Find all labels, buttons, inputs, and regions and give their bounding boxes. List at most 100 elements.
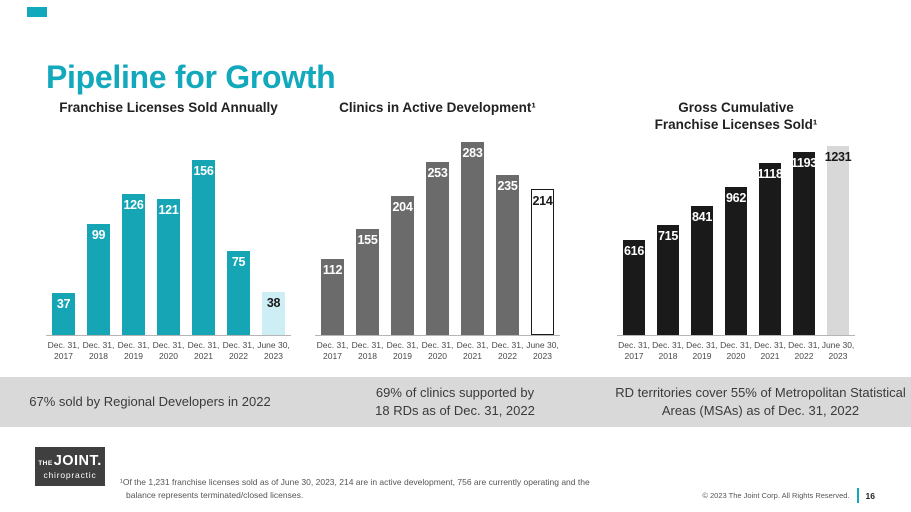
bar: 1193 <box>791 152 817 335</box>
x-axis-label: Dec. 31, 2019 <box>386 340 419 362</box>
x-axis-label: Dec. 31, 2019 <box>686 340 718 362</box>
bar-cell: 37 <box>46 95 81 335</box>
chart-x-axis: Dec. 31, 2017 Dec. 31, 2018 Dec. 31, 2019 D… <box>617 336 855 362</box>
bar-value-label: 126 <box>123 198 144 212</box>
bar: 235 <box>496 175 519 335</box>
chart-plot-area: 616 715 841 962 1118 1193 1231 <box>617 95 855 336</box>
callout-regional-developers: 67% sold by Regional Developers in 2022 <box>29 393 271 409</box>
bar-cell: 253 <box>420 95 455 335</box>
bar-value-label: 235 <box>497 179 518 193</box>
x-axis-label: Dec. 31, 2017 <box>47 340 80 362</box>
bar-cell: 1193 <box>787 95 821 335</box>
bar-value-label: 283 <box>462 146 483 160</box>
bar: 204 <box>391 196 414 335</box>
bar-cell: 75 <box>221 95 256 335</box>
bar: 1118 <box>757 163 783 335</box>
bar: 962 <box>725 187 747 335</box>
chart-title: Clinics in Active Development¹ <box>339 100 536 115</box>
chart-x-axis: Dec. 31, 2017 Dec. 31, 2018 Dec. 31, 2019 D… <box>315 336 560 362</box>
x-axis-label: June 30, 2023 <box>526 340 559 362</box>
bar-cell: 155 <box>350 95 385 335</box>
bar-cell: 99 <box>81 95 116 335</box>
copyright-text: © 2023 The Joint Corp. All Rights Reserv… <box>702 491 850 500</box>
logo-the: THE <box>38 460 53 467</box>
chart-plot-area: 37 99 126 121 156 75 38 <box>46 95 291 336</box>
logo-tagline: chiropractic <box>43 469 97 480</box>
bar-value-label: 1118 <box>757 167 783 181</box>
x-axis-label: Dec. 31, 2019 <box>117 340 150 362</box>
chart-clinics-in-active-development: Clinics in Active Development¹ 112 155 204… <box>315 95 560 362</box>
bar: 616 <box>623 240 645 335</box>
x-axis-label: Dec. 31, 2017 <box>618 340 650 362</box>
bar-cell: 715 <box>651 95 685 335</box>
bar-value-label: 155 <box>357 233 378 247</box>
bar-value-label: 38 <box>266 296 281 310</box>
bar: 75 <box>227 251 250 335</box>
chart-franchise-licenses-sold-annually: Franchise Licenses Sold Annually 37 99 126… <box>46 95 291 362</box>
bar: 38 <box>262 292 285 335</box>
bar-cell: 841 <box>685 95 719 335</box>
bar: 841 <box>691 206 713 335</box>
bar-value-label: 75 <box>231 255 246 269</box>
chart-plot-area: 112 155 204 253 283 235 214 <box>315 95 560 336</box>
bar-value-label: 121 <box>158 203 179 217</box>
bar-cell: 121 <box>151 95 186 335</box>
bar-value-label: 253 <box>427 166 448 180</box>
x-axis-label: Dec. 31, 2018 <box>652 340 684 362</box>
bar-value-label: 37 <box>56 297 71 311</box>
footnote: ¹Of the 1,231 franchise licenses sold as… <box>120 476 590 502</box>
footer-right: © 2023 The Joint Corp. All Rights Reserv… <box>702 488 875 503</box>
bar-value-label: 112 <box>322 263 343 277</box>
x-axis-label: June 30, 2023 <box>257 340 290 362</box>
x-axis-label: Dec. 31, 2018 <box>351 340 384 362</box>
bar: 214 <box>531 189 554 335</box>
chart-gross-cumulative-franchise-licenses: Gross Cumulative Franchise Licenses Sold… <box>617 95 855 362</box>
callout-band: 67% sold by Regional Developers in 2022 … <box>0 377 911 427</box>
bar-value-label: 214 <box>532 194 553 208</box>
x-axis-label: Dec. 31, 2020 <box>152 340 185 362</box>
callout-clinics-supported: 69% of clinics supported by 18 RDs as of… <box>375 384 535 418</box>
bar-value-label: 99 <box>91 228 106 242</box>
bar-cell: 235 <box>490 95 525 335</box>
bar: 715 <box>657 225 679 335</box>
x-axis-label: Dec. 31, 2017 <box>316 340 349 362</box>
bar-cell: 283 <box>455 95 490 335</box>
logo-joint: JOINT. <box>53 453 102 469</box>
bar: 126 <box>122 194 145 335</box>
bar-cell: 962 <box>719 95 753 335</box>
bar-cell: 1118 <box>753 95 787 335</box>
x-axis-label: Dec. 31, 2021 <box>754 340 786 362</box>
footnote-line-1: ¹Of the 1,231 franchise licenses sold as… <box>120 477 590 487</box>
bar: 112 <box>321 259 344 335</box>
bar: 99 <box>87 224 110 335</box>
bar-cell: 214 <box>525 95 560 335</box>
bar-cell: 616 <box>617 95 651 335</box>
x-axis-label: Dec. 31, 2020 <box>720 340 752 362</box>
the-joint-chiropractic-logo: THE JOINT. chiropractic <box>35 447 105 486</box>
bar: 283 <box>461 142 484 335</box>
x-axis-label: Dec. 31, 2022 <box>222 340 255 362</box>
page-number: 16 <box>865 490 875 501</box>
bar-cell: 1231 <box>821 95 855 335</box>
chart-title: Gross Cumulative Franchise Licenses Sold… <box>654 100 818 132</box>
x-axis-label: Dec. 31, 2021 <box>187 340 220 362</box>
chart-title: Franchise Licenses Sold Annually <box>59 100 278 115</box>
x-axis-label: Dec. 31, 2022 <box>491 340 524 362</box>
bar-cell: 126 <box>116 95 151 335</box>
bar-cell: 112 <box>315 95 350 335</box>
bar-value-label: 841 <box>692 210 712 224</box>
x-axis-label: Dec. 31, 2022 <box>788 340 820 362</box>
bar-value-label: 204 <box>392 200 413 214</box>
bar: 37 <box>52 293 75 335</box>
bar-cell: 38 <box>256 95 291 335</box>
bar: 253 <box>426 162 449 335</box>
footer-divider <box>856 488 859 503</box>
bar: 156 <box>192 160 215 335</box>
x-axis-label: June 30, 2023 <box>821 340 855 362</box>
slide-accent-mark <box>27 7 47 17</box>
x-axis-label: Dec. 31, 2020 <box>421 340 454 362</box>
x-axis-label: Dec. 31, 2021 <box>456 340 489 362</box>
chart-x-axis: Dec. 31, 2017 Dec. 31, 2018 Dec. 31, 2019 D… <box>46 336 291 362</box>
bar: 1231 <box>825 146 852 335</box>
